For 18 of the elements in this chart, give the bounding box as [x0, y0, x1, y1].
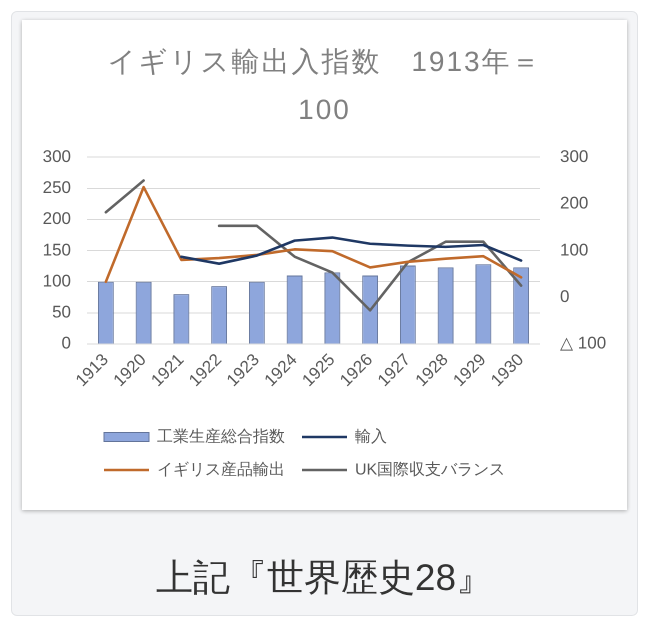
legend-label: 工業生産総合指数	[157, 427, 285, 446]
text: 上記『世界歴史28』	[154, 556, 494, 600]
legend-label: イギリス産品輸出	[157, 460, 285, 478]
y-tick-label: 50	[52, 302, 71, 322]
y-tick-label: 250	[42, 178, 71, 198]
y-tick-label: 200	[42, 209, 71, 228]
y-tick-label: 150	[42, 240, 71, 260]
y2-tick-label: 100	[560, 240, 588, 260]
y-tick-label: 300	[42, 146, 71, 166]
legend-label: UK国際収支バランス	[355, 460, 506, 478]
y2-tick-label: △ 100	[560, 334, 606, 353]
y2-tick-label: 300	[560, 146, 588, 166]
y2-tick-label: 200	[560, 194, 588, 213]
chart-title: イギリス輸出入指数 1913年＝100	[106, 45, 543, 127]
y-tick-label: 100	[42, 271, 71, 290]
y2-tick-label: 0	[560, 286, 570, 306]
y-tick-label: 0	[62, 334, 71, 353]
legend-label: 輸入	[355, 427, 387, 446]
